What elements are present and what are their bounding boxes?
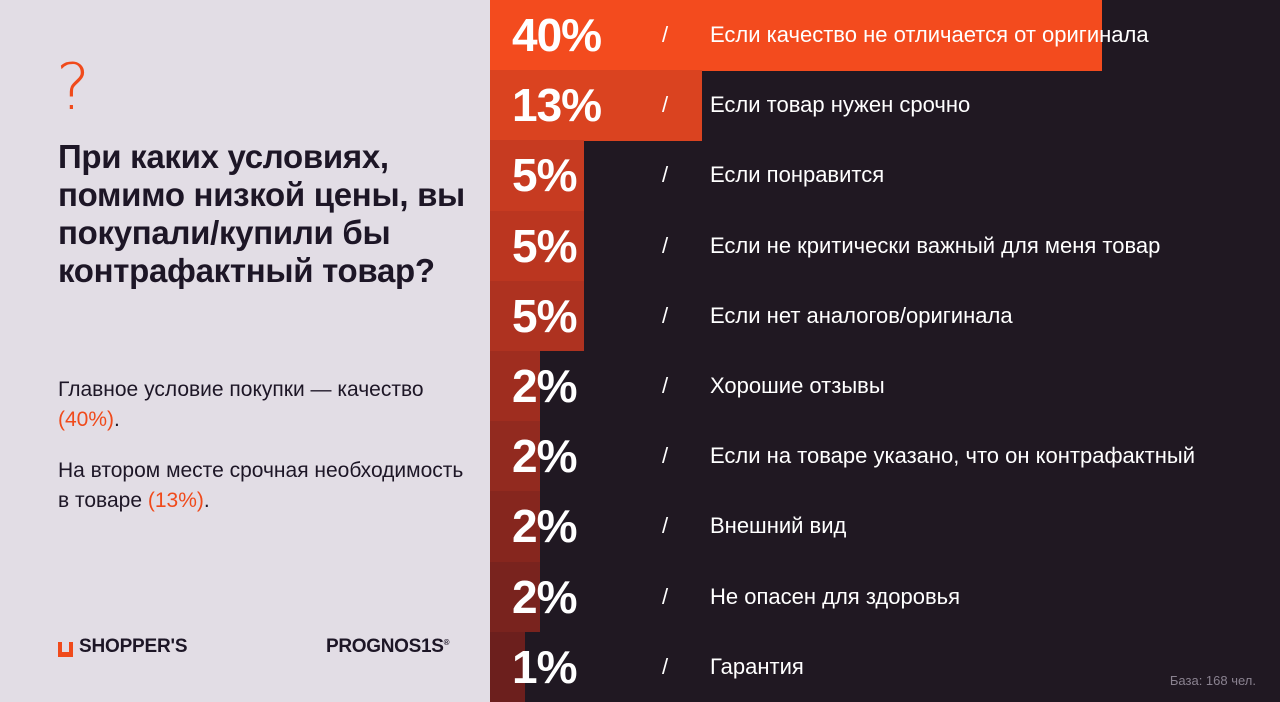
finding-urgency-tail: . — [203, 489, 210, 512]
category-label: Внешний вид — [710, 513, 847, 539]
bar-10 — [490, 631, 525, 702]
bar-2 — [490, 70, 703, 141]
bar-value-label: 2% — [512, 500, 577, 553]
bar-6 — [490, 351, 540, 422]
bar-value-label: 40% — [512, 9, 602, 61]
survey-question: При каких условиях, помимо низкой цены, … — [58, 138, 465, 289]
sample-base-note: База: 168 чел. — [1169, 673, 1256, 688]
bar-8 — [490, 491, 540, 563]
bar-4 — [490, 210, 584, 282]
row-separator: / — [662, 583, 669, 609]
shoppers-logo-text: SHOPPER'S — [79, 636, 188, 657]
row-separator: / — [662, 162, 669, 188]
row-separator: / — [662, 302, 669, 328]
bar-value-label: 13% — [512, 79, 602, 132]
bar-7 — [490, 421, 540, 492]
category-label: Если нет аналогов/оригинала — [710, 302, 1013, 328]
category-label: Не опасен для здоровья — [710, 583, 961, 609]
finding-quality-tail: . — [114, 408, 120, 431]
row-separator: / — [662, 22, 669, 47]
finding-urgency-text: На втором месте срочная необходимость в … — [58, 459, 464, 512]
bar-value-label: 5% — [512, 289, 577, 342]
bar-1 — [490, 0, 1102, 71]
prognosis-logo-text: PROGNOS1S — [326, 636, 444, 657]
bar-value-label: 2% — [512, 430, 577, 483]
bar-value-label: 2% — [512, 360, 577, 412]
bar-value-label: 2% — [512, 570, 577, 623]
category-label: Если на товаре указано, что он контрафак… — [710, 443, 1195, 469]
bar-5 — [490, 280, 584, 352]
row-separator: / — [662, 443, 669, 469]
finding-quality: Главное условие покупки — качество (40%)… — [58, 375, 468, 435]
category-label: Гарантия — [710, 653, 804, 679]
prognosis-registered-mark: ® — [443, 638, 450, 647]
shoppers-logo-mark-icon — [58, 641, 73, 657]
bar-value-label: 5% — [512, 219, 577, 272]
category-label: Если не критически важный для меня товар — [710, 232, 1161, 258]
finding-quality-text: Главное условие покупки — качество — [58, 378, 424, 401]
bar-value-label: 5% — [512, 149, 577, 202]
left-panel: ? При каких условиях, помимо низкой цены… — [0, 0, 490, 702]
bar-value-label: 1% — [512, 640, 577, 693]
shoppers-logo: SHOPPER'S — [58, 636, 188, 658]
finding-urgency-pct: (13%) — [147, 489, 204, 512]
bar-chart: База: 168 чел. 40% / Если качество не отли… — [490, 0, 1280, 702]
finding-quality-pct: (40%) — [58, 408, 115, 431]
bar-9 — [490, 561, 540, 633]
prognosis-logo: PROGNOS1S® — [326, 636, 450, 658]
category-label: Если товар нужен срочно — [710, 92, 971, 118]
category-label: Если понравится — [710, 162, 885, 188]
row-separator: / — [662, 373, 669, 398]
category-label: Хорошие отзывы — [710, 373, 885, 398]
question-mark-icon: ? — [56, 51, 90, 125]
row-separator: / — [662, 232, 669, 258]
row-separator: / — [662, 92, 669, 118]
row-separator: / — [662, 653, 669, 679]
finding-urgency: На втором месте срочная необходимость в … — [58, 456, 468, 516]
row-separator: / — [662, 513, 669, 539]
bar-3 — [490, 140, 584, 212]
category-label: Если качество не отличается от оригинала — [710, 22, 1149, 47]
